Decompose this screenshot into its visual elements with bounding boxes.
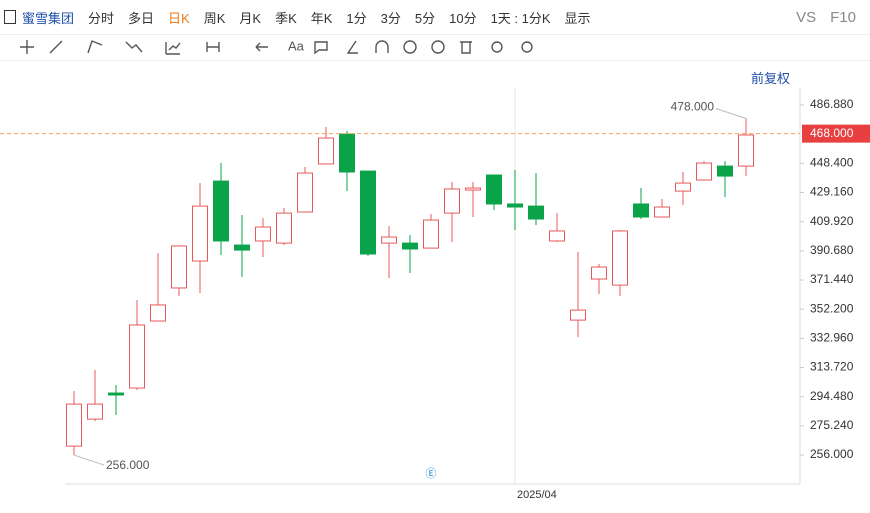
candle-body [549,230,565,242]
shape-tool[interactable] [87,40,103,54]
toolbar: 蜜雪集团 分时 多日 日K 周K 月K 季K 年K 1分 3分 5分 10分 1天 : 1分K 显示… [0,0,870,35]
y-tick-label: 486.880 [810,97,854,111]
hide-tool[interactable] [431,40,445,54]
candle-body [612,230,628,286]
measure-tool[interactable] [165,42,181,55]
candle-body [297,172,313,213]
line-tool[interactable] [49,40,63,54]
candle-body [129,324,145,389]
candle-body [528,205,544,220]
period[interactable]: 1分 [346,10,367,26]
candle-body [150,304,166,322]
min-leader [73,454,105,466]
candle-body [318,137,334,165]
y-tick-label: 313.720 [810,360,854,374]
period[interactable]: 10分 [449,10,477,26]
candle-body [423,219,439,249]
candle-body [402,242,418,250]
price-tag [802,124,870,143]
period[interactable]: 5分 [414,10,436,26]
candle-body [486,174,502,205]
display[interactable]: 显示 [564,10,591,26]
max-leader [715,107,747,119]
y-tick-label: 275.240 [810,418,854,432]
adjust[interactable]: 前复权 [751,71,791,86]
panel-icon[interactable] [4,10,16,24]
candle-body [234,244,250,251]
y-tick-label: 256.000 [810,447,854,461]
candle-body [213,180,229,242]
y-tick-label: 409.920 [810,214,854,228]
period[interactable]: 月K [239,10,262,26]
magnet-tool[interactable] [375,40,389,53]
wave-tool[interactable] [125,41,143,53]
lock-tool[interactable] [403,40,417,54]
candle-body [696,162,712,181]
candle-body [171,245,187,289]
move-tool[interactable] [20,40,34,54]
vs[interactable]: VS [796,8,817,26]
candle-body [570,309,586,321]
candle-body [381,236,397,244]
arrow-tool[interactable] [255,42,268,52]
candle-body [717,165,733,177]
candle-body [591,266,607,280]
candle-body [66,403,82,447]
candle-body [654,206,670,218]
period[interactable]: 周K [203,10,226,26]
y-tick-label: 294.480 [810,389,854,403]
candle-body [192,205,208,262]
period[interactable]: 年K [310,10,333,26]
period[interactable]: 多日 [128,10,155,26]
candle-body [675,182,691,192]
candle-body [507,203,523,208]
candle-body [633,203,649,218]
angle-tool[interactable] [346,40,358,54]
period[interactable]: 分时 [88,10,115,26]
x-tick-label: 2025/04 [517,489,557,501]
y-tick-label: 371.440 [810,272,854,286]
drawing-tools: Aa [0,38,870,61]
period[interactable]: 日K [168,10,190,26]
y-tick-label: 332.960 [810,331,854,345]
y-tick-label: 429.160 [810,185,854,199]
y-tick-label: 352.200 [810,301,854,315]
stock-name[interactable]: 蜜雪集团 [22,10,75,26]
candle-body [444,188,460,214]
candle-body [339,133,355,173]
price-label: 468.000 [810,126,854,140]
f10[interactable]: F10 [830,8,856,26]
event-marker: Ⓔ [426,467,437,480]
candle-body [108,392,124,396]
text-tool[interactable]: Aa [288,38,305,53]
period[interactable]: 3分 [380,10,401,26]
candle-body [465,187,481,191]
candle-body [87,403,103,420]
range[interactable]: 1天 : 1分K [490,10,551,26]
compare-tool[interactable] [491,41,503,53]
settings-tool[interactable] [521,41,533,53]
candle-body [255,226,271,242]
period[interactable]: 季K [275,10,297,26]
candle-body [360,170,376,255]
range-tool[interactable] [206,42,220,52]
candle-body [276,212,292,244]
max-label: 478.000 [671,100,715,114]
note-tool[interactable] [314,41,328,55]
y-tick-label: 448.400 [810,156,854,170]
candle-body [738,134,754,167]
delete-tool[interactable] [460,41,472,54]
min-label: 256.000 [106,458,150,472]
y-tick-label: 390.680 [810,243,854,257]
